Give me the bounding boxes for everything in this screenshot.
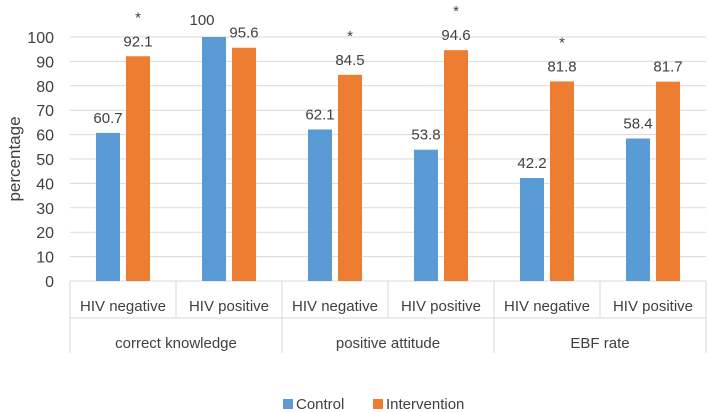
significance-marker: * [347, 28, 353, 45]
data-label: 53.8 [411, 127, 440, 144]
bar-control [308, 129, 332, 281]
bar-control [414, 149, 438, 281]
bar-control [96, 132, 120, 281]
data-label: 100 [189, 12, 214, 29]
legend-swatch-control [283, 399, 293, 409]
y-tick-label: 40 [36, 176, 54, 193]
legend-swatch-intervention [373, 399, 383, 409]
bar-intervention [444, 50, 468, 282]
bar-intervention [338, 74, 362, 281]
y-tick-label: 0 [45, 274, 54, 291]
y-axis-label: percentage [5, 116, 24, 201]
category-label: HIV positive [401, 298, 481, 315]
y-tick-label: 50 [36, 152, 54, 169]
category-label: HIV negative [80, 298, 166, 315]
y-tick-label: 30 [36, 201, 54, 218]
data-label: 42.2 [517, 155, 546, 172]
significance-marker: * [135, 9, 141, 26]
y-tick-label: 90 [36, 54, 54, 71]
data-label: 84.5 [335, 52, 364, 69]
y-tick-label: 60 [36, 128, 54, 145]
data-label: 92.1 [123, 33, 152, 50]
data-label: 62.1 [305, 106, 334, 123]
category-label: HIV negative [504, 298, 590, 315]
group-label: correct knowledge [115, 335, 237, 352]
legend-label: Control [296, 396, 344, 412]
category-label: HIV positive [189, 298, 269, 315]
data-label: 58.4 [623, 116, 652, 133]
data-label: 81.7 [653, 59, 682, 76]
data-label: 60.7 [93, 110, 122, 127]
category-label: HIV positive [613, 298, 693, 315]
bar-control [202, 37, 226, 281]
y-tick-label: 20 [36, 225, 54, 242]
y-tick-label: 10 [36, 250, 54, 267]
significance-marker: * [559, 34, 565, 51]
data-label: 94.6 [441, 27, 470, 44]
y-tick-label: 70 [36, 103, 54, 120]
group-label: positive attitude [336, 335, 440, 352]
bar-intervention [232, 47, 256, 282]
data-label: 95.6 [229, 25, 258, 42]
y-tick-label: 100 [27, 30, 54, 47]
bar-intervention [126, 56, 150, 281]
legend-label: Intervention [386, 396, 464, 412]
bar-control [520, 178, 544, 281]
bar-intervention [550, 81, 574, 282]
significance-marker: * [453, 3, 459, 20]
bar-intervention [656, 81, 680, 281]
bar-control [626, 138, 650, 281]
data-label: 81.8 [547, 58, 576, 75]
category-label: HIV negative [292, 298, 378, 315]
y-tick-label: 80 [36, 79, 54, 96]
group-label: EBF rate [570, 335, 629, 352]
